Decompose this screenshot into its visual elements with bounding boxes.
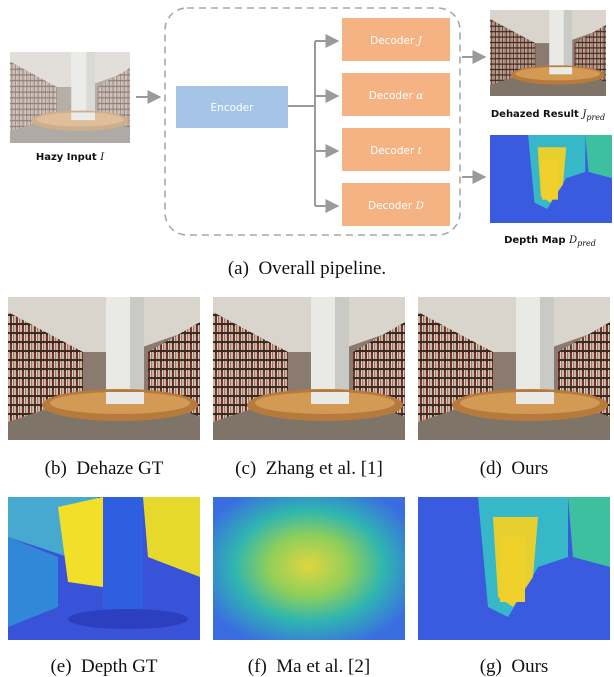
output-label: Depth Map Dpred	[504, 235, 596, 248]
caption: (a) Overall pipeline.	[228, 258, 386, 279]
decoder-label: Decoder α	[369, 90, 424, 102]
zhang-image	[213, 297, 405, 440]
caption: (b) Dehaze GT	[45, 458, 164, 479]
decoder-label: Decoder J	[370, 35, 423, 47]
caption: (g) Ours	[480, 656, 549, 677]
depth-image	[490, 135, 612, 223]
caption: (e) Depth GT	[50, 656, 157, 677]
encoder-label: Encoder	[211, 102, 255, 114]
ours-depth-image	[418, 497, 610, 640]
depth-gt-image	[8, 497, 200, 640]
input-label: Hazy Input I	[36, 152, 105, 163]
page: body { margin: 0; background: #fff; widt…	[0, 0, 614, 677]
caption: (d) Ours	[480, 458, 549, 479]
ma-depth-image	[213, 497, 405, 640]
hazy-input-image	[10, 52, 130, 143]
ours-image	[418, 297, 610, 440]
figure: Hazy Input I Encoder Decoder J Decoder α D…	[0, 0, 614, 677]
page-body: {"pipeline": { "input": {"text": "Hazy I…	[0, 0, 614, 677]
decoder-label: Decoder D	[368, 200, 425, 212]
decoder-label: Decoder t	[370, 145, 423, 157]
caption: (c) Zhang et al. [1]	[235, 458, 383, 479]
dehaze-gt-image	[8, 297, 200, 440]
caption: (f) Ma et al. [2]	[248, 656, 370, 677]
branch-lines	[288, 41, 485, 206]
output-label: Dehazed Result Jpred	[491, 109, 605, 122]
dehazed-image	[490, 10, 606, 96]
